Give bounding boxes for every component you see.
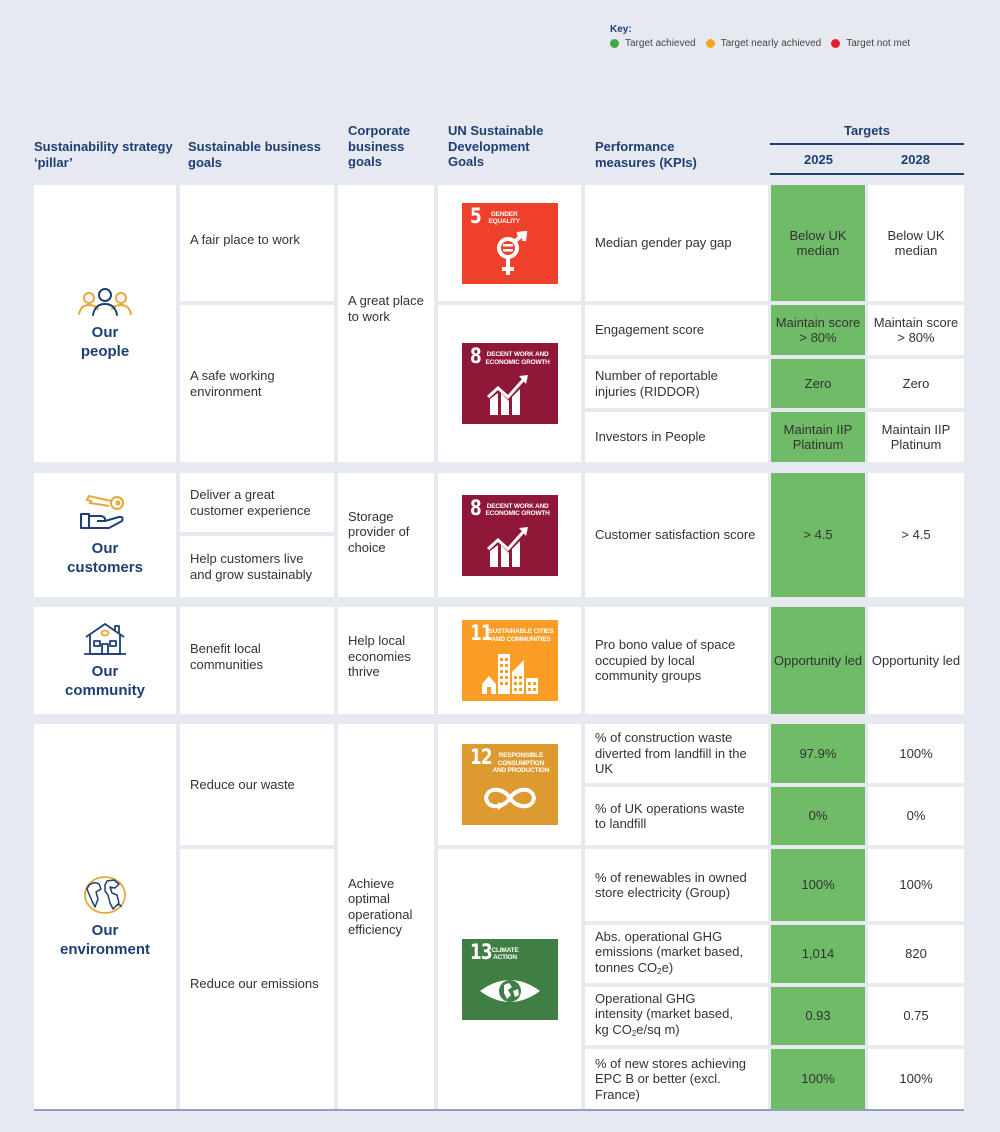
city-buildings-icon: [481, 654, 538, 694]
globe-icon: [84, 875, 126, 914]
sdg-cell: 8 Decent work and economic growth: [438, 473, 581, 597]
kpi-measure: Customer satisfaction score: [585, 473, 768, 597]
people-icon: [78, 287, 132, 316]
sdg-11-tile: 11 Sustainable cities and communities: [461, 620, 558, 701]
corporate-goal: Help local economies thrive: [338, 607, 434, 714]
target-2028: 820: [868, 925, 964, 983]
target-2028: 0.75: [868, 987, 964, 1045]
sdg-cell: 11 Sustainable cities and communities: [438, 607, 581, 714]
business-goal: Reduce our waste: [180, 724, 334, 845]
sdg-8-tile: 8 Decent work and economic growth: [461, 494, 558, 576]
green-dot-icon: [610, 39, 619, 48]
sdg-5-tile: 5 Gender Equality: [461, 202, 558, 284]
growth-chart-icon: [486, 526, 528, 567]
key-label: Target nearly achieved: [720, 38, 822, 49]
header-2025: 2025: [804, 152, 833, 167]
target-2025: 97.9%: [771, 724, 865, 783]
key-item-not-met: Target not met: [831, 38, 910, 49]
target-2028: Below UK median: [868, 185, 964, 301]
header-pillar: Sustainability strategy ‘pillar’: [34, 139, 173, 170]
business-goal: Reduce our emissions: [180, 849, 334, 1109]
pillar-our-customers: Our customers: [34, 473, 176, 597]
kpi-measure: Abs. operational GHG emissions (market b…: [585, 925, 768, 983]
sdg-cell: 8 Decent work and economic growth: [438, 305, 581, 462]
kpi-measure: % of UK operations waste to landfill: [585, 787, 768, 845]
sdg-13-tile: 13 Climate action: [461, 938, 558, 1020]
target-2025: 1,014: [771, 925, 865, 983]
corporate-goal: Achieve optimal operational efficiency: [338, 724, 434, 1109]
sdg-12-tile: 12 Responsible consumption and production: [461, 744, 558, 825]
amber-dot-icon: [705, 39, 715, 48]
targets-divider: [770, 173, 964, 175]
key-item-achieved: Target achieved: [610, 38, 696, 49]
red-dot-icon: [831, 39, 841, 48]
pillar-our-community: Our community: [34, 607, 176, 714]
key-item-nearly-achieved: Target nearly achieved: [705, 38, 822, 49]
pillar-our-people: Our people: [34, 185, 176, 462]
pillar-label: Our environment: [59, 921, 150, 958]
target-2028: Zero: [868, 359, 964, 408]
target-2028: Maintain score > 80%: [868, 305, 964, 355]
sdg-cell: 13 Climate action: [438, 849, 581, 1109]
key-title: Key:: [610, 24, 632, 35]
kpi-measure: % of construction waste diverted from la…: [585, 724, 768, 783]
pillar-label: Our community: [64, 662, 145, 699]
header-un-sdgs: UN Sustainable Development Goals: [448, 123, 544, 169]
pillar-our-environment: Our environment: [34, 724, 176, 1109]
kpi-measure: Pro bono value of space occupied by loca…: [585, 607, 768, 714]
target-2025: 100%: [771, 1049, 865, 1109]
house-icon: [84, 622, 126, 655]
pillar-label: Our customers: [67, 540, 143, 576]
key-legend: Target achieved Target nearly achieved T…: [610, 38, 920, 49]
header-targets: Targets: [844, 123, 890, 138]
pillar-label: Our people: [80, 323, 130, 360]
business-goal: A fair place to work: [180, 185, 334, 301]
target-2028: > 4.5: [868, 473, 964, 597]
kpi-measure: Operational GHG intensity (market based,…: [585, 987, 768, 1045]
target-2028: Opportunity led: [868, 607, 964, 714]
header-business-goals: Sustainable business goals: [188, 139, 321, 170]
key-label: Target achieved: [625, 38, 696, 49]
target-2025: 100%: [771, 849, 865, 921]
growth-chart-icon: [486, 375, 528, 415]
sdg-cell: 12 Responsible consumption and production: [438, 724, 581, 845]
target-2025: Opportunity led: [771, 607, 865, 714]
key-label: Target not met: [846, 38, 911, 49]
target-2028: 100%: [868, 1049, 964, 1109]
business-goal: Help customers live and grow sustainably: [180, 536, 334, 597]
key-in-hand-icon: [80, 494, 124, 529]
header-corporate-goals: Corporate business goals: [348, 123, 411, 169]
business-goal: Benefit local communities: [180, 607, 334, 714]
kpi-measure: % of renewables in owned store electrici…: [585, 849, 768, 921]
gender-equality-icon: [496, 230, 527, 275]
header-2028: 2028: [901, 152, 930, 167]
kpi-measure: % of new stores achieving EPC B or bette…: [585, 1049, 768, 1109]
target-2025: Maintain IIP Platinum: [771, 412, 865, 462]
target-2025: Maintain score > 80%: [771, 305, 865, 355]
target-2025: Zero: [771, 359, 865, 408]
target-2025: > 4.5: [771, 473, 865, 597]
corporate-goal: A great place to work: [338, 185, 434, 462]
target-2025: 0.93: [771, 987, 865, 1045]
eye-globe-icon: [479, 979, 540, 1002]
target-2025: Below UK median: [771, 185, 865, 301]
kpi-measure: Investors in People: [585, 412, 768, 462]
target-2028: 0%: [868, 787, 964, 845]
header-kpis: Performance measures (KPIs): [595, 139, 697, 170]
target-2025: 0%: [771, 787, 865, 845]
kpi-measure: Engagement score: [585, 305, 768, 355]
target-2028: 100%: [868, 724, 964, 783]
sdg-8-tile: 8 Decent work and economic growth: [461, 343, 558, 424]
target-2028: 100%: [868, 849, 964, 921]
kpi-measure: Number of reportable injuries (RIDDOR): [585, 359, 768, 408]
sdg-cell: 5 Gender Equality: [438, 185, 581, 301]
targets-divider: [770, 143, 964, 145]
business-goal: A safe working environment: [180, 305, 334, 462]
business-goal: Deliver a great customer experience: [180, 473, 334, 532]
corporate-goal: Storage provider of choice: [338, 473, 434, 597]
target-2028: Maintain IIP Platinum: [868, 412, 964, 462]
infinity-icon: [483, 787, 536, 810]
table-bottom-border: [34, 1109, 964, 1111]
kpi-measure: Median gender pay gap: [585, 185, 768, 301]
